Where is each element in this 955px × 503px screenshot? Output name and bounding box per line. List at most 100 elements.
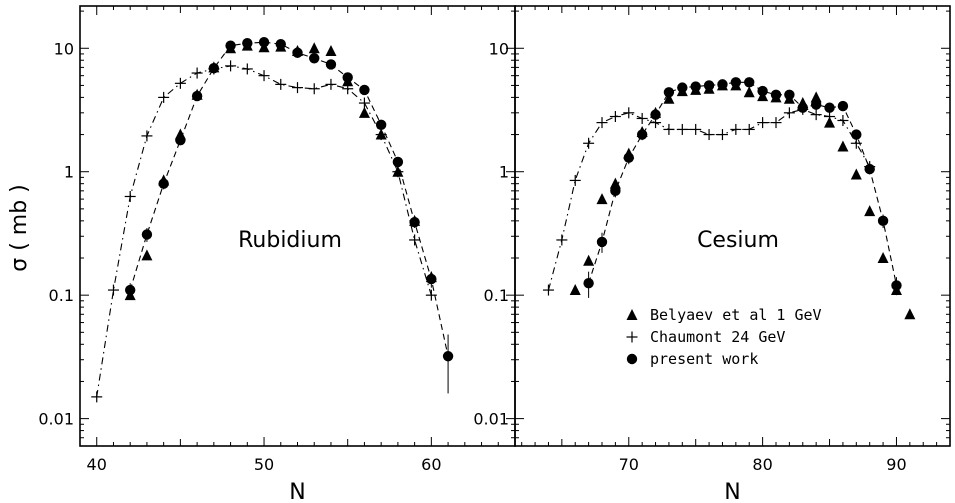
y-tick-label: 0.1 [484, 286, 509, 305]
data-point-belyaev [325, 45, 337, 57]
series-line-present [129, 41, 449, 357]
legend-marker-belyaev [626, 309, 638, 320]
panel-label: Cesium [697, 228, 779, 253]
series-chaumont [542, 103, 876, 296]
data-point-chaumont [358, 97, 370, 109]
data-point-chaumont [141, 130, 153, 142]
data-point-chaumont [663, 123, 675, 135]
panel-label: Rubidium [238, 228, 342, 253]
y-tick-label: 1 [64, 163, 74, 182]
data-point-chaumont [124, 190, 136, 202]
data-point-belyaev [358, 106, 370, 118]
data-point-chaumont [810, 109, 822, 121]
x-tick-label: 60 [421, 455, 441, 474]
data-point-chaumont [703, 129, 715, 141]
data-point-present [837, 100, 849, 112]
series-present [124, 36, 454, 394]
series-belyaev [124, 39, 437, 301]
data-point-chaumont [308, 83, 320, 95]
x-tick-label: 70 [619, 455, 639, 474]
data-point-present [663, 87, 675, 98]
legend-label-chaumont: Chaumont 24 GeV [650, 328, 785, 346]
data-point-chaumont [342, 83, 354, 95]
legend-marker-present [626, 353, 638, 365]
data-point-chaumont [676, 123, 688, 135]
data-point-belyaev [609, 177, 621, 189]
data-point-chaumont [716, 129, 728, 141]
data-point-belyaev [583, 254, 595, 266]
x-tick-label: 90 [886, 455, 906, 474]
data-point-chaumont [743, 123, 755, 135]
data-point-present [191, 90, 203, 102]
data-point-present [141, 229, 153, 240]
data-point-chaumont [107, 284, 119, 296]
data-point-present [292, 47, 303, 58]
data-point-belyaev [141, 249, 153, 261]
series-present [583, 77, 902, 298]
y-axis-label: σ ( mb ) [7, 184, 32, 271]
data-point-present [636, 129, 648, 140]
data-point-chaumont [191, 67, 203, 79]
data-point-present [158, 178, 169, 189]
data-point-chaumont [783, 107, 795, 119]
plot-frame [79, 5, 516, 447]
y-tick-label: 10 [489, 39, 509, 58]
data-point-chaumont [325, 78, 337, 90]
data-point-present [717, 79, 728, 90]
data-point-belyaev [663, 92, 675, 104]
series-chaumont [91, 60, 437, 403]
data-point-present [877, 215, 889, 227]
data-point-chaumont [375, 129, 387, 141]
data-point-present [208, 62, 220, 74]
data-point-present [342, 72, 353, 83]
data-point-present [442, 351, 454, 362]
data-point-belyaev [837, 140, 849, 152]
y-tick-label: 0.01 [473, 410, 509, 429]
data-point-present [583, 278, 594, 289]
data-point-present [309, 53, 320, 64]
panel-rubidium: 40 50 60 10 1 0.1 0.01 N Rubidium [38, 5, 516, 503]
data-point-belyaev [824, 116, 836, 128]
data-point-present [610, 185, 621, 197]
data-point-present [409, 217, 420, 228]
data-point-chaumont [392, 166, 404, 178]
legend-label-present: present work [650, 350, 758, 368]
data-point-present [824, 102, 835, 113]
data-point-chaumont [596, 117, 608, 129]
data-point-present [851, 129, 862, 140]
data-point-chaumont [757, 117, 769, 129]
data-point-chaumont [225, 60, 237, 72]
data-point-present [677, 82, 688, 93]
data-point-belyaev [877, 252, 889, 264]
data-point-chaumont [91, 391, 103, 403]
data-point-belyaev [904, 308, 916, 320]
data-point-present [797, 102, 808, 113]
data-point-present [864, 163, 875, 175]
data-point-present [124, 284, 136, 296]
data-point-chaumont [258, 70, 270, 82]
data-point-present [757, 85, 768, 97]
data-point-chaumont [690, 123, 702, 135]
data-point-present [325, 59, 337, 70]
x-tick-label: 50 [254, 455, 274, 474]
data-point-present [275, 38, 286, 50]
data-point-present [690, 81, 701, 92]
x-axis-label: N [724, 480, 740, 503]
data-point-present [623, 152, 634, 163]
series-line-present [588, 81, 898, 286]
x-tick-label: 40 [87, 455, 107, 474]
plot-frame [514, 5, 951, 447]
data-point-chaumont [292, 82, 303, 94]
y-tick-label: 0.01 [38, 410, 74, 429]
data-point-present [242, 37, 253, 49]
data-point-chaumont [583, 137, 595, 149]
legend-marker-chaumont [626, 331, 638, 343]
data-point-chaumont [837, 114, 849, 126]
x-tick-label: 80 [752, 455, 772, 474]
data-point-belyaev [569, 284, 581, 296]
data-point-chaumont [158, 91, 170, 103]
data-point-present [810, 99, 822, 110]
data-point-present [891, 280, 902, 291]
data-point-belyaev [743, 86, 755, 98]
